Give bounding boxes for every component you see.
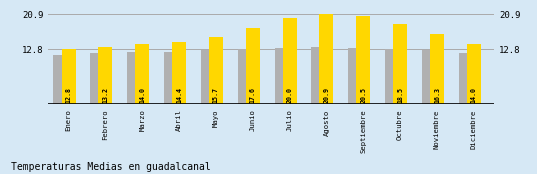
Bar: [320, 14, 333, 104]
Bar: [238, 49, 252, 104]
Bar: [98, 47, 112, 104]
Bar: [54, 55, 68, 104]
Bar: [348, 48, 362, 104]
Bar: [274, 48, 288, 104]
Text: 14.0: 14.0: [471, 87, 477, 103]
Bar: [430, 34, 444, 104]
Bar: [90, 53, 104, 104]
Text: 20.5: 20.5: [360, 87, 366, 103]
Bar: [393, 24, 407, 104]
Text: 14.0: 14.0: [139, 87, 146, 103]
Bar: [467, 44, 481, 104]
Bar: [135, 44, 149, 104]
Bar: [127, 52, 141, 104]
Bar: [62, 49, 76, 104]
Bar: [172, 42, 186, 104]
Bar: [282, 18, 296, 104]
Bar: [459, 53, 473, 104]
Bar: [209, 37, 223, 104]
Bar: [422, 50, 436, 104]
Bar: [311, 47, 325, 104]
Text: 20.0: 20.0: [287, 87, 293, 103]
Bar: [164, 52, 178, 104]
Text: 15.7: 15.7: [213, 87, 219, 103]
Bar: [385, 49, 399, 104]
Text: 13.2: 13.2: [103, 87, 108, 103]
Bar: [201, 50, 215, 104]
Text: 12.8: 12.8: [66, 87, 71, 103]
Text: 17.6: 17.6: [250, 87, 256, 103]
Text: 16.3: 16.3: [434, 87, 440, 103]
Text: 14.4: 14.4: [176, 87, 182, 103]
Text: 20.9: 20.9: [323, 87, 329, 103]
Text: Temperaturas Medias en guadalcanal: Temperaturas Medias en guadalcanal: [11, 162, 211, 172]
Bar: [356, 16, 371, 104]
Text: 18.5: 18.5: [397, 87, 403, 103]
Bar: [246, 28, 260, 104]
